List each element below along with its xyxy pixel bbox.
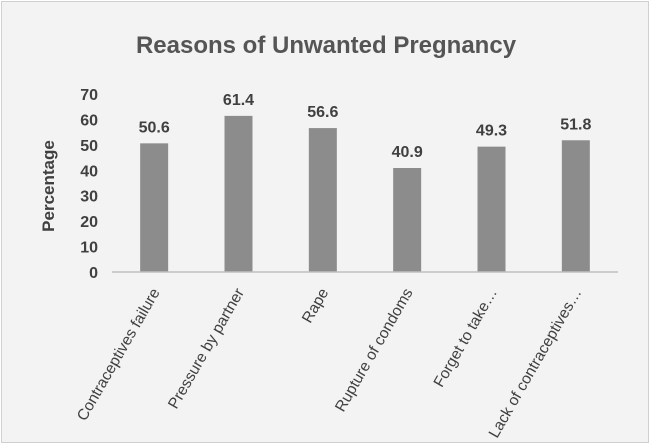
bar bbox=[308, 128, 337, 272]
x-tick-label: Rape bbox=[299, 286, 332, 327]
data-labels: 50.6 61.4 56.6 40.9 49.3 51.8 bbox=[139, 92, 592, 161]
y-tick-label: 40 bbox=[80, 163, 98, 180]
chart-title: Reasons of Unwanted Pregnancy bbox=[135, 32, 517, 59]
bar-value-label: 51.8 bbox=[560, 116, 591, 133]
bar bbox=[224, 115, 253, 273]
bar bbox=[477, 146, 506, 272]
bar bbox=[561, 140, 590, 272]
x-axis-tick-labels: Contraceptives failure Pressure by partne… bbox=[74, 285, 585, 441]
bar bbox=[393, 167, 422, 272]
x-tick-label: Lack of contraceptives… bbox=[486, 286, 586, 441]
x-tick-label: Pressure by partner bbox=[165, 286, 248, 412]
bars bbox=[140, 115, 590, 273]
y-tick-label: 0 bbox=[89, 265, 98, 282]
bar-value-label: 49.3 bbox=[476, 123, 507, 140]
x-tick-label: Forget to take… bbox=[431, 286, 501, 391]
bar-value-label: 61.4 bbox=[223, 92, 254, 109]
bar bbox=[140, 143, 169, 272]
x-tick-label: Contraceptives failure bbox=[74, 286, 164, 424]
bar-value-label: 56.6 bbox=[307, 104, 338, 121]
y-tick-label: 50 bbox=[80, 138, 98, 155]
x-tick-label: Rupture of condoms bbox=[332, 285, 417, 415]
bar-value-label: 50.6 bbox=[139, 119, 170, 136]
y-tick-label: 20 bbox=[80, 214, 98, 231]
y-tick-label: 10 bbox=[80, 240, 98, 257]
bar-value-label: 40.9 bbox=[392, 144, 423, 161]
y-tick-label: 30 bbox=[80, 189, 98, 206]
y-tick-label: 60 bbox=[80, 112, 98, 129]
y-axis-ticks: 0 10 20 30 40 50 60 70 bbox=[80, 87, 98, 282]
y-tick-label: 70 bbox=[80, 87, 98, 104]
y-axis-label: Percentage bbox=[39, 140, 58, 232]
